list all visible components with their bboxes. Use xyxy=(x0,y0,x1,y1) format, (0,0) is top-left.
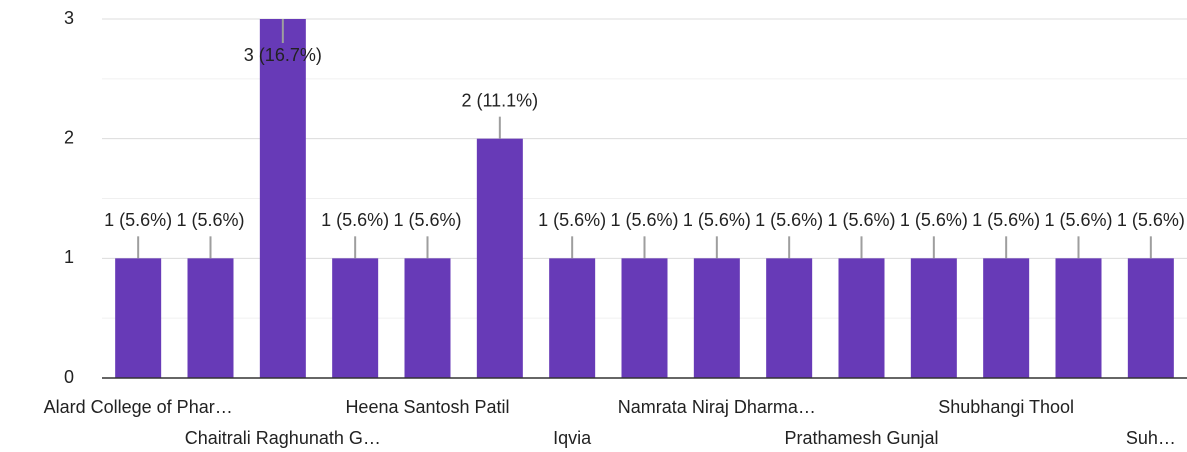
bar xyxy=(838,258,885,378)
bar xyxy=(766,258,813,378)
data-label: 1 (5.6%) xyxy=(1117,210,1185,230)
bar xyxy=(259,19,306,378)
data-label: 1 (5.6%) xyxy=(1044,210,1112,230)
x-tick-label: Heena Santosh Patil xyxy=(345,397,509,417)
bar xyxy=(549,258,596,378)
data-label: 1 (5.6%) xyxy=(104,210,172,230)
x-tick-label: Suh… xyxy=(1126,428,1176,448)
bar xyxy=(115,258,162,378)
x-tick-label: Alard College of Phar… xyxy=(44,397,233,417)
data-label: 1 (5.6%) xyxy=(827,210,895,230)
bar xyxy=(332,258,379,378)
bar xyxy=(1055,258,1102,378)
bar xyxy=(404,258,451,378)
bar xyxy=(910,258,957,378)
data-label: 1 (5.6%) xyxy=(538,210,606,230)
y-tick-label: 1 xyxy=(64,247,74,267)
data-label: 1 (5.6%) xyxy=(176,210,244,230)
x-tick-label: Chaitrali Raghunath G… xyxy=(185,428,381,448)
x-tick-label: Iqvia xyxy=(553,428,592,448)
data-label: 2 (11.1%) xyxy=(461,90,538,110)
data-label: 1 (5.6%) xyxy=(610,210,678,230)
x-tick-label: Namrata Niraj Dharma… xyxy=(618,397,816,417)
bar xyxy=(693,258,740,378)
x-tick-label: Prathamesh Gunjal xyxy=(784,428,938,448)
bar xyxy=(187,258,234,378)
data-label: 1 (5.6%) xyxy=(683,210,751,230)
data-label: 1 (5.6%) xyxy=(321,210,389,230)
bar xyxy=(983,258,1030,378)
data-label: 3 (16.7%) xyxy=(244,45,322,65)
bar xyxy=(621,258,668,378)
y-tick-label: 0 xyxy=(64,367,74,387)
x-tick-label: Shubhangi Thool xyxy=(938,397,1074,417)
data-label: 1 (5.6%) xyxy=(972,210,1040,230)
bar xyxy=(1127,258,1174,378)
data-label: 1 (5.6%) xyxy=(755,210,823,230)
data-label: 1 (5.6%) xyxy=(393,210,461,230)
y-tick-label: 2 xyxy=(64,127,74,147)
bar xyxy=(476,138,523,378)
data-label: 1 (5.6%) xyxy=(900,210,968,230)
y-tick-label: 3 xyxy=(64,8,74,28)
